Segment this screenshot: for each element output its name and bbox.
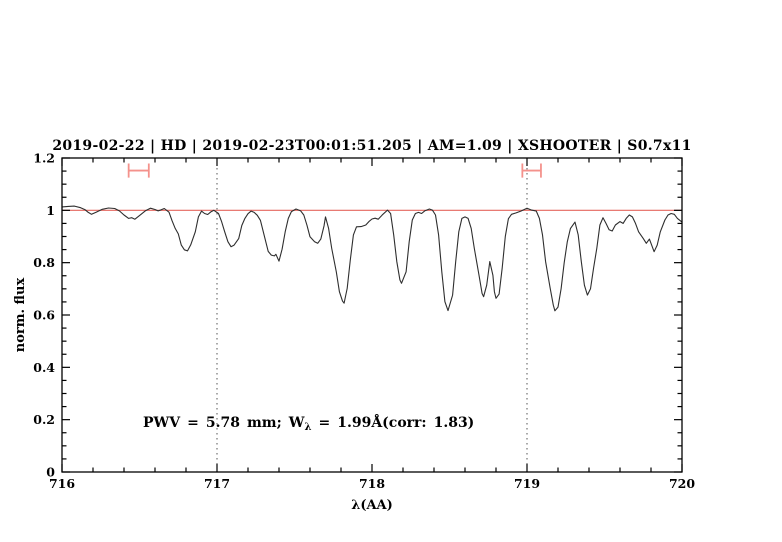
y-tick-label: 1.2 — [33, 151, 55, 166]
x-tick-label: 718 — [359, 476, 385, 491]
y-tick-label: 0 — [46, 465, 55, 480]
pwv-annotation: PWV = 5.78 mm; Wλ = 1.99Å(corr: 1.83) — [143, 413, 474, 433]
y-axis-label: norm. flux — [13, 278, 28, 353]
y-tick-label: 0.6 — [33, 308, 55, 323]
range-marker — [521, 163, 542, 178]
x-tick-label: 720 — [669, 476, 695, 491]
reference-lines-layer — [62, 158, 682, 472]
plot-title: 2019-02-22 | HD | 2019-02-23T00:01:51.20… — [52, 138, 691, 154]
x-tick-label: 716 — [49, 476, 75, 491]
spectrum-curve-layer — [61, 205, 683, 312]
y-tick-label: 0.4 — [33, 360, 55, 375]
y-tick-label: 0.8 — [33, 255, 55, 270]
axes-layer: 716 717 718 719 720 0 0.2 0.4 0.6 0.8 1 1.2 — [33, 151, 695, 492]
y-tick-label: 1 — [46, 203, 55, 218]
spectrum-curve — [61, 205, 683, 312]
x-axis-label: λ(AA) — [351, 498, 393, 513]
x-tick-label: 719 — [514, 476, 540, 491]
range-marker — [127, 163, 150, 178]
y-tick-label: 0.2 — [33, 412, 55, 427]
pwv-annotation-sub: λ — [304, 422, 311, 433]
pwv-annotation-pre: PWV = 5.78 mm; W — [143, 415, 305, 431]
pwv-annotation-post: = 1.99Å(corr: 1.83) — [311, 413, 474, 431]
x-tick-label: 717 — [204, 476, 230, 491]
